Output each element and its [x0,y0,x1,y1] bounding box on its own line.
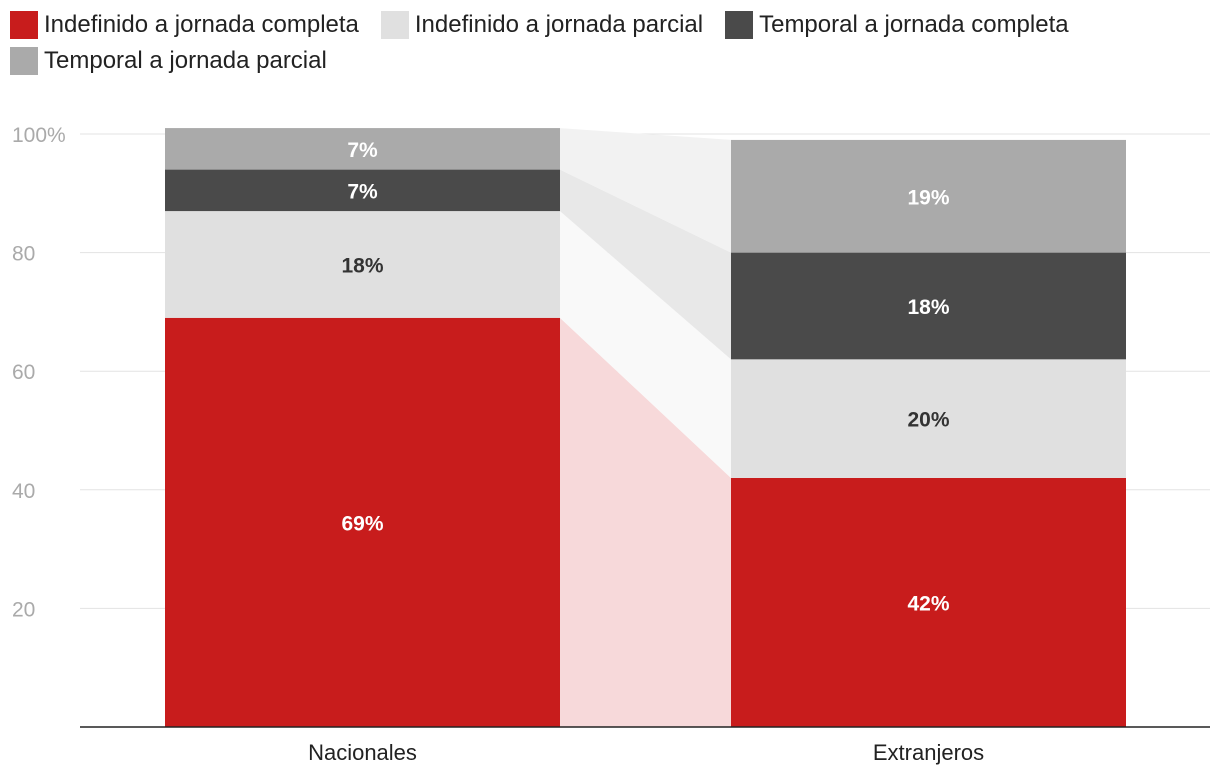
legend-swatch [10,11,38,39]
legend-label: Indefinido a jornada completa [44,11,359,38]
value-label: 7% [347,139,378,162]
legend-swatch [10,47,38,75]
legend-item-indefinido-completa: Indefinido a jornada completa [10,10,359,40]
connector-band [560,211,731,478]
value-label: 7% [347,180,378,203]
legend-label: Temporal a jornada completa [759,11,1069,38]
y-tick-label: 100% [12,124,66,147]
y-tick-label: 40 [12,480,35,503]
legend-item-temporal-completa: Temporal a jornada completa [725,10,1069,40]
legend-swatch [725,11,754,39]
value-label: 18% [907,296,949,319]
category-label: Extranjeros [873,740,984,765]
value-label: 18% [341,254,383,277]
bar-segment [165,169,560,212]
bar-segment [731,139,1126,253]
value-label: 20% [907,409,949,432]
bar-segment [165,128,560,170]
bar-segment [165,317,560,727]
category-label: Nacionales [308,740,417,765]
bar-segment [731,359,1126,478]
y-tick-label: 60 [12,361,35,384]
value-label: 19% [907,186,949,209]
legend: Indefinido a jornada completa Indefinido… [10,10,1210,76]
bar-segment [731,252,1126,360]
y-tick-label: 20 [12,598,35,621]
legend-label: Temporal a jornada parcial [44,47,327,74]
value-label: 42% [907,592,949,615]
bar-segment [731,477,1126,727]
legend-item-indefinido-parcial: Indefinido a jornada parcial [380,10,704,40]
y-tick-label: 80 [12,243,35,266]
legend-label: Indefinido a jornada parcial [414,11,704,38]
connector-band [560,169,731,360]
bar-segment [165,211,560,318]
legend-swatch [380,11,409,39]
legend-item-temporal-parcial: Temporal a jornada parcial [10,46,327,76]
connector-band [560,128,731,253]
value-label: 69% [341,512,383,535]
connector-band [560,317,731,727]
